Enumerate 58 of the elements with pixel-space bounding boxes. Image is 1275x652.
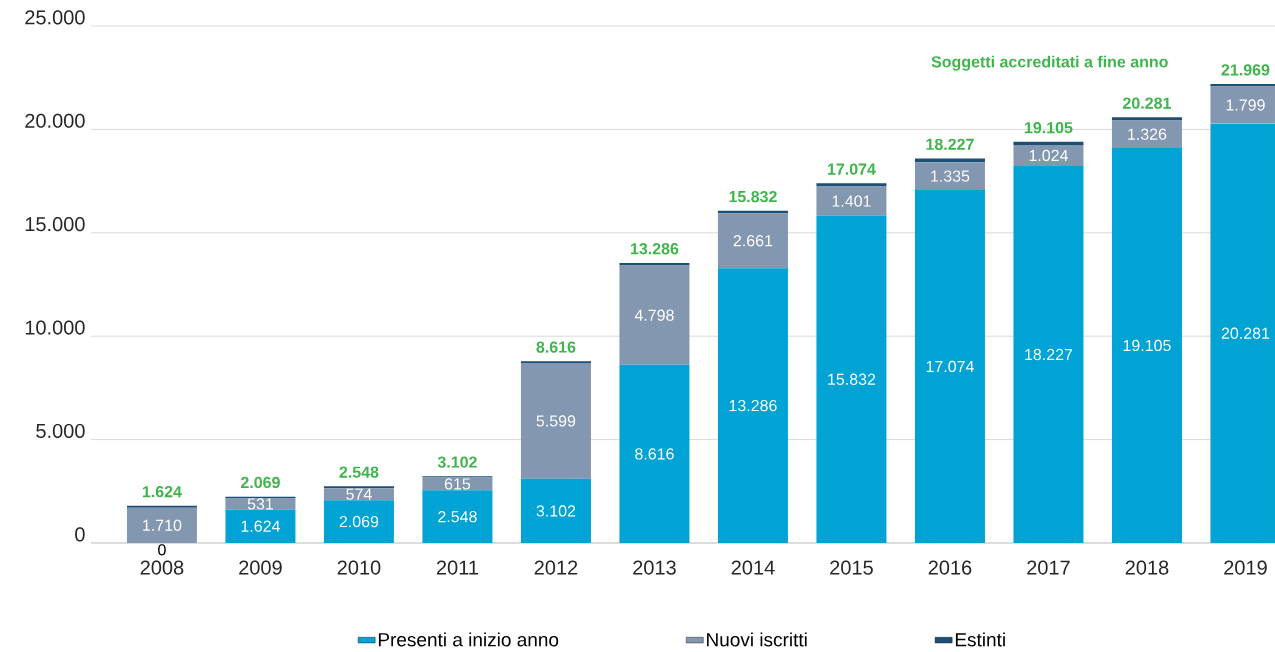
x-tick-label: 2012 <box>534 560 578 575</box>
annotation: 19.105 <box>1024 122 1073 134</box>
x-tick-label: 2010 <box>337 560 381 575</box>
x-tick-label: 2018 <box>1125 560 1169 575</box>
x-tick-label: 2017 <box>1027 560 1070 575</box>
x-tick-label: 2013 <box>633 560 676 575</box>
data-label: 574 <box>346 488 372 500</box>
data-label: 1.024 <box>1029 149 1068 162</box>
annotation: 13.286 <box>630 243 679 255</box>
data-label: 2.069 <box>339 515 379 528</box>
data-label: 15.832 <box>828 373 876 385</box>
y-tick-label: 25.000 <box>25 10 85 25</box>
data-label: 13.286 <box>729 399 777 412</box>
annotation: 2.548 <box>339 466 379 478</box>
x-tick-label: 2015 <box>830 560 873 575</box>
annotation: 15.832 <box>729 190 777 203</box>
x-tick-label: 2014 <box>731 560 775 575</box>
x-tick-label: 2008 <box>140 560 184 575</box>
legend-label: Nuovi iscritti <box>707 632 807 647</box>
data-label: 2.548 <box>438 510 477 523</box>
annotation: 3.102 <box>437 456 477 468</box>
annotation: 17.074 <box>827 163 876 175</box>
y-tick-label: 15.000 <box>25 217 85 232</box>
data-label: 17.074 <box>926 360 974 373</box>
data-label: 1.326 <box>1128 128 1167 140</box>
legend-label: Estinti <box>955 632 1005 647</box>
data-label: 5.599 <box>536 415 576 427</box>
data-label: 8.616 <box>635 448 674 460</box>
data-label: 4.798 <box>634 309 674 321</box>
annotation: 8.616 <box>536 341 576 353</box>
annotation: Soggetti accreditati a fine anno <box>931 55 1168 71</box>
legend-label: Presenti a inizio anno <box>378 632 559 647</box>
x-tick-label: 2019 <box>1224 560 1267 575</box>
annotation: 2.069 <box>240 476 280 489</box>
x-tick-label: 2011 <box>436 560 478 575</box>
y-tick-label: 0 <box>75 527 85 542</box>
annotation: 1.624 <box>142 485 182 498</box>
annotation: 20.281 <box>1123 97 1171 109</box>
y-tick-label: 20.000 <box>25 113 85 128</box>
data-label: 20.281 <box>1221 327 1270 339</box>
data-label: 1.624 <box>241 520 280 532</box>
annotation: 21.969 <box>1221 64 1270 76</box>
data-label: 18.227 <box>1025 348 1073 361</box>
data-label: 615 <box>444 478 471 490</box>
data-label: 1.799 <box>1226 99 1265 111</box>
y-tick-label: 5.000 <box>36 423 85 439</box>
data-label: 1.710 <box>143 519 182 531</box>
data-label: 531 <box>247 498 273 510</box>
data-label: 1.335 <box>931 170 970 182</box>
y-tick-label: 10.000 <box>25 320 85 335</box>
x-tick-label: 2016 <box>928 560 972 575</box>
annotation: 18.227 <box>926 138 974 150</box>
data-label: 19.105 <box>1123 339 1171 352</box>
x-tick-label: 2009 <box>239 560 282 575</box>
data-label: 2.661 <box>733 235 773 247</box>
data-label: 1.401 <box>832 195 871 207</box>
data-label: 3.102 <box>536 505 576 517</box>
data-label: 0 <box>158 544 166 556</box>
